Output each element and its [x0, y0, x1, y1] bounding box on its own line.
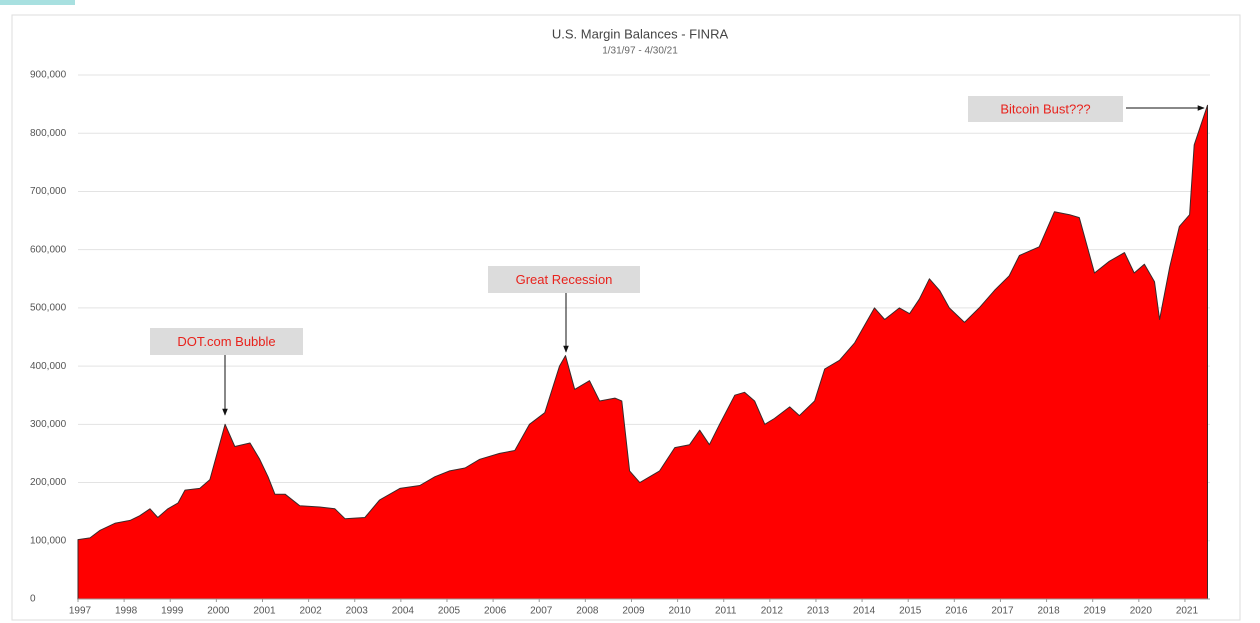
x-tick-label: 1997 — [69, 606, 92, 617]
chart-title: U.S. Margin Balances - FINRA — [552, 26, 729, 41]
annotation-box — [968, 96, 1123, 122]
x-tick-label: 1999 — [161, 606, 184, 617]
x-tick-label: 1998 — [115, 606, 138, 617]
x-tick-label: 2020 — [1130, 606, 1153, 617]
x-tick-label: 2001 — [253, 606, 276, 617]
y-tick-label: 900,000 — [30, 70, 67, 81]
y-tick-label: 300,000 — [30, 419, 67, 430]
x-tick-label: 2006 — [484, 606, 507, 617]
x-tick-label: 2005 — [438, 606, 461, 617]
annotation-box — [488, 266, 640, 293]
area — [77, 104, 1208, 600]
x-tick-label: 2002 — [299, 606, 322, 617]
x-tick-label: 2021 — [1176, 606, 1199, 617]
x-tick-label: 2019 — [1084, 606, 1107, 617]
x-tick-label: 2014 — [853, 606, 876, 617]
y-tick-label: 0 — [30, 594, 36, 605]
annotation: Great Recession — [516, 272, 613, 287]
y-tick-label: 800,000 — [30, 128, 67, 139]
x-tick-label: 2015 — [899, 606, 922, 617]
annotation: Bitcoin Bust??? — [1000, 101, 1090, 116]
x-tick-label: 2000 — [207, 606, 230, 617]
x-tick-label: 2013 — [807, 606, 830, 617]
x-tick-label: 2010 — [668, 606, 691, 617]
corner-accent — [0, 0, 75, 5]
x-tick-label: 2018 — [1037, 606, 1060, 617]
x-tick-label: 2007 — [530, 606, 553, 617]
x-tick-label: 2012 — [761, 606, 784, 617]
annotation-box — [150, 328, 303, 355]
x-tick-label: 2016 — [945, 606, 968, 617]
chart-subtitle: 1/31/97 - 4/30/21 — [602, 46, 678, 57]
y-tick-label: 400,000 — [30, 361, 67, 372]
x-tick-label: 2008 — [576, 606, 599, 617]
y-tick-label: 100,000 — [30, 535, 67, 546]
y-tick-label: 200,000 — [30, 477, 67, 488]
x-tick-label: 2003 — [346, 606, 369, 617]
annotation: DOT.com Bubble — [177, 334, 275, 349]
x-tick-label: 2004 — [392, 606, 415, 617]
x-tick-label: 2009 — [622, 606, 645, 617]
y-tick-label: 700,000 — [30, 186, 67, 197]
y-tick-label: 600,000 — [30, 244, 67, 255]
y-tick-label: 500,000 — [30, 303, 67, 314]
x-tick-label: 2017 — [991, 606, 1014, 617]
x-tick-label: 2011 — [715, 606, 737, 617]
